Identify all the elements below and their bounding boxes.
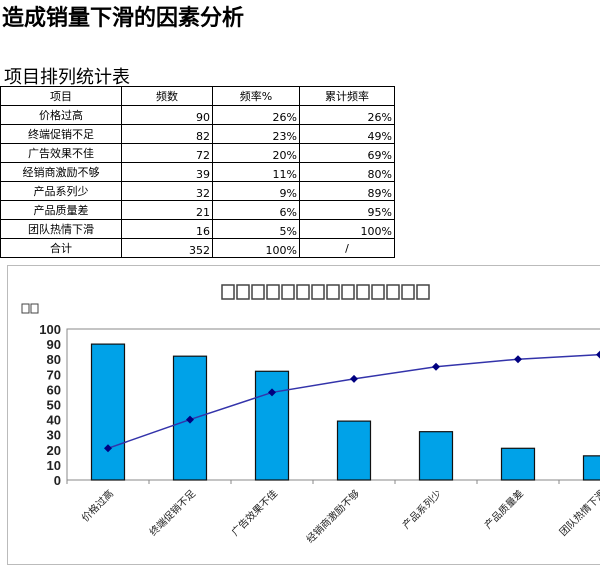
y-tick-label: 20 [47,443,61,458]
x-tick-label: 终端促销不足 [147,487,199,539]
x-tick-label: 产品质量差 [482,487,527,532]
title-glyph-box [342,285,354,299]
x-tick-label: 价格过高 [79,487,116,524]
title-glyph-box [357,285,369,299]
title-glyph-box [282,285,294,299]
y-tick-label: 80 [47,352,61,367]
y-tick-label: 90 [47,337,61,352]
title-glyph-box [327,285,339,299]
title-glyph-box [252,285,264,299]
y-tick-label: 70 [47,367,61,382]
title-glyph-box [312,285,324,299]
x-tick-label: 经销商激励不够 [303,487,362,546]
bar [92,344,125,480]
x-tick-label: 产品系列少 [400,487,445,532]
bar [502,448,535,480]
y-tick-label: 0 [54,473,61,488]
y-tick-label: 60 [47,382,61,397]
x-tick-label: 团队热情下滑 [557,487,600,539]
bar [256,371,289,480]
title-glyph-box [297,285,309,299]
x-tick-label: 广告效果不佳 [229,487,281,539]
ylabel-glyph-box [31,304,38,313]
bar [584,456,600,480]
title-glyph-box [222,285,234,299]
y-tick-label: 30 [47,428,61,443]
ylabel-glyph-box [22,304,29,313]
title-glyph-box [402,285,414,299]
bar [420,432,453,480]
title-glyph-box [417,285,429,299]
title-glyph-box [387,285,399,299]
y-tick-label: 100 [39,322,61,337]
bar [338,421,371,480]
y-tick-label: 10 [47,458,61,473]
title-glyph-box [237,285,249,299]
title-glyph-box [267,285,279,299]
title-glyph-box [372,285,384,299]
y-tick-label: 50 [47,398,61,413]
y-tick-label: 40 [47,413,61,428]
